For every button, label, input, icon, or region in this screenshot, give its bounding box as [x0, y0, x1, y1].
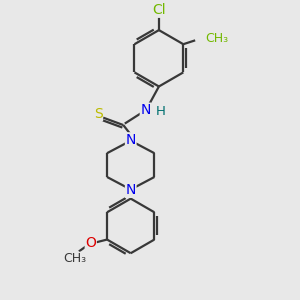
- Text: CH₃: CH₃: [205, 32, 228, 45]
- Text: H: H: [156, 105, 166, 118]
- Text: N: N: [125, 183, 136, 197]
- Text: S: S: [94, 107, 103, 121]
- Text: CH₃: CH₃: [63, 252, 86, 266]
- Text: O: O: [85, 236, 96, 250]
- Text: Cl: Cl: [152, 3, 166, 17]
- Text: N: N: [140, 103, 151, 117]
- Text: N: N: [125, 133, 136, 147]
